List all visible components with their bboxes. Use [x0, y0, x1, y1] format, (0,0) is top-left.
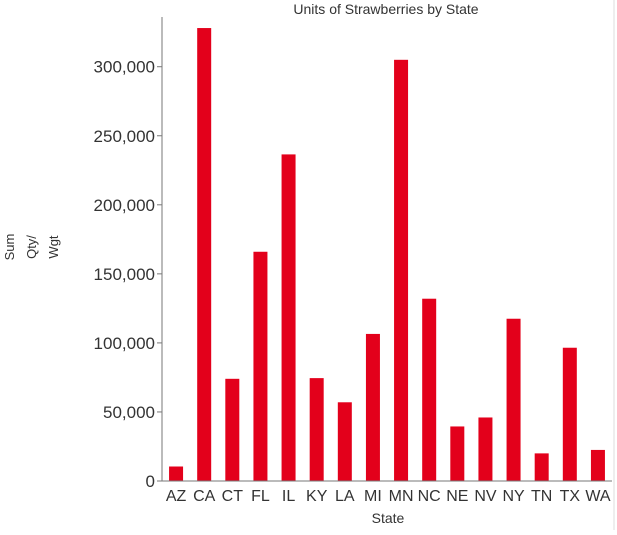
bar-il — [281, 154, 296, 481]
chart-title: Units of Strawberries by State — [293, 1, 478, 17]
y-tick-label: 250,000 — [94, 127, 155, 146]
bar-ny — [506, 318, 521, 481]
x-tick-label: WA — [585, 488, 611, 505]
y-tick-label: 100,000 — [94, 334, 155, 353]
x-tick-label: NV — [474, 488, 497, 505]
y-axis: 0 50,000 100,000 150,000 200,000 250,000 300,0… — [94, 17, 163, 491]
y-tick-label: 300,000 — [94, 58, 155, 77]
x-axis: AZ CA CT FL IL KY LA MI MN NC NE NV NY TN TX WA — [162, 480, 612, 505]
bar-mi — [365, 333, 380, 481]
y-tick-label: 0 — [146, 472, 155, 491]
bar-az — [169, 466, 184, 481]
y-tick-label: 50,000 — [103, 403, 155, 422]
x-tick-label: LA — [335, 488, 355, 505]
bar-la — [337, 402, 352, 481]
bar-nv — [478, 417, 493, 481]
x-tick-label: CT — [222, 488, 244, 505]
x-axis-label: State — [372, 510, 405, 526]
y-axis-label-line-1: Sum — [2, 234, 17, 261]
x-tick-label: MN — [389, 488, 414, 505]
bar-mn — [394, 59, 409, 482]
bar-ct — [225, 378, 240, 481]
bar-ky — [309, 378, 324, 481]
y-tick-label: 150,000 — [94, 265, 155, 284]
bar-tx — [562, 347, 577, 481]
y-axis-label-line-2: Qty/ — [24, 235, 39, 259]
y-tick-label: 200,000 — [94, 196, 155, 215]
y-axis-label: Sum Qty/ Wgt — [2, 234, 61, 261]
bar-wa — [590, 449, 605, 481]
x-tick-label: TN — [531, 488, 552, 505]
x-tick-label: MI — [364, 488, 382, 505]
x-tick-label: TX — [560, 488, 581, 505]
x-tick-label: KY — [306, 488, 328, 505]
x-tick-label: NC — [418, 488, 441, 505]
x-tick-label: AZ — [166, 488, 187, 505]
bar-ca — [197, 28, 212, 482]
bar-nc — [422, 298, 437, 481]
bars — [169, 28, 605, 482]
x-tick-label: NE — [446, 488, 468, 505]
y-axis-label-line-3: Wgt — [46, 235, 61, 259]
bar-fl — [253, 251, 268, 481]
x-tick-label: CA — [193, 488, 216, 505]
bar-ne — [450, 426, 465, 481]
bar-tn — [534, 453, 549, 481]
x-tick-label: FL — [251, 488, 270, 505]
x-tick-label: IL — [282, 488, 295, 505]
x-tick-label: NY — [502, 488, 525, 505]
